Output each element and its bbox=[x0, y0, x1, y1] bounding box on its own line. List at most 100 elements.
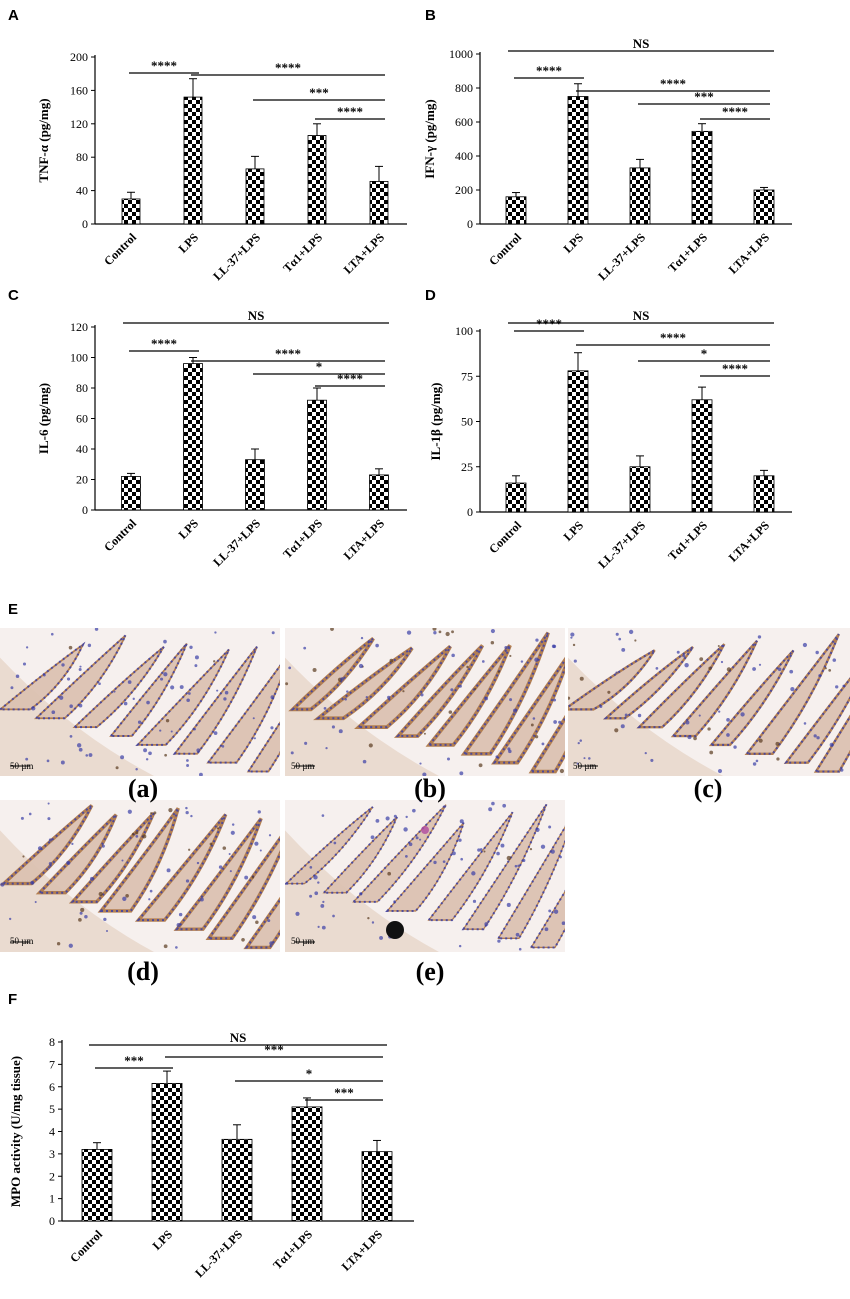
nucleus bbox=[708, 666, 712, 671]
significance-label: NS bbox=[248, 308, 265, 323]
villus-nuclei bbox=[356, 645, 452, 729]
nucleus bbox=[459, 819, 464, 824]
villus-nuclei bbox=[136, 813, 227, 922]
nucleus bbox=[187, 692, 191, 695]
nucleus bbox=[515, 932, 520, 937]
y-tick-label: 25 bbox=[461, 460, 473, 474]
bar bbox=[753, 475, 775, 513]
nucleus bbox=[699, 657, 704, 662]
nucleus bbox=[506, 902, 511, 908]
nucleus bbox=[438, 630, 442, 634]
nucleus bbox=[163, 639, 167, 644]
caption-d: (d) bbox=[127, 957, 159, 986]
bar bbox=[691, 130, 713, 225]
nucleus bbox=[362, 759, 367, 764]
nucleus bbox=[199, 772, 203, 776]
nucleus bbox=[733, 745, 737, 749]
significance-label: *** bbox=[264, 1042, 284, 1057]
nucleus bbox=[478, 763, 483, 768]
nucleus bbox=[131, 832, 135, 836]
nucleus bbox=[634, 639, 637, 642]
nucleus bbox=[30, 880, 35, 885]
nucleus bbox=[312, 667, 317, 672]
nucleus bbox=[570, 636, 573, 639]
nucleus bbox=[271, 631, 275, 635]
nucleus bbox=[422, 772, 427, 776]
nucleus bbox=[419, 800, 423, 803]
villus-nuclei bbox=[174, 817, 263, 931]
nucleus bbox=[25, 646, 29, 649]
nucleus bbox=[365, 696, 368, 699]
nucleus bbox=[149, 889, 153, 893]
nucleus bbox=[285, 682, 289, 686]
nucleus bbox=[451, 851, 456, 856]
villus-nuclei bbox=[568, 649, 656, 711]
bar bbox=[307, 135, 327, 225]
nucleus bbox=[137, 720, 142, 724]
submucosa bbox=[285, 657, 439, 776]
villus bbox=[460, 631, 550, 756]
nucleus bbox=[655, 667, 659, 670]
chart-mpo-activity: 0 1 2 3 4 5 6 7 8 MPO activity (U/mg tissue) Contr… bbox=[8, 1030, 414, 1280]
nucleus bbox=[624, 713, 628, 717]
category-label: LL-37+LPS bbox=[192, 1227, 245, 1280]
nucleus bbox=[221, 745, 225, 748]
bar bbox=[245, 459, 265, 511]
bar bbox=[629, 466, 651, 513]
nucleus bbox=[267, 919, 271, 923]
nucleus bbox=[135, 831, 139, 835]
nucleus bbox=[153, 811, 157, 815]
nucleus bbox=[113, 690, 116, 693]
nucleus bbox=[614, 728, 619, 733]
nucleus bbox=[69, 704, 73, 708]
bar bbox=[629, 167, 651, 225]
nucleus bbox=[490, 628, 495, 634]
nucleus bbox=[644, 751, 647, 755]
y-tick-label: 4 bbox=[49, 1125, 55, 1139]
nucleus bbox=[420, 693, 424, 697]
nucleus bbox=[231, 823, 235, 826]
nucleus bbox=[532, 717, 536, 720]
y-tick-label: 800 bbox=[455, 81, 473, 95]
nucleus bbox=[517, 864, 520, 868]
nucleus bbox=[127, 680, 132, 684]
nucleus bbox=[255, 920, 259, 925]
villus-nuclei bbox=[37, 814, 117, 894]
villus-nuclei bbox=[461, 803, 548, 931]
bar bbox=[505, 482, 527, 513]
villus-nuclei bbox=[427, 644, 512, 746]
nucleus bbox=[518, 947, 522, 951]
nucleus bbox=[618, 637, 622, 641]
significance-label: **** bbox=[337, 104, 363, 119]
nucleus bbox=[370, 835, 375, 840]
nucleus bbox=[47, 802, 50, 805]
histology-image-a bbox=[0, 628, 280, 776]
nucleus bbox=[579, 739, 582, 742]
villus-nuclei bbox=[784, 677, 850, 764]
villus-nuclei bbox=[290, 637, 375, 711]
nucleus bbox=[325, 747, 328, 750]
significance-label: **** bbox=[151, 58, 177, 73]
nucleus bbox=[304, 741, 308, 745]
nucleus bbox=[459, 771, 464, 776]
nucleus bbox=[103, 917, 107, 922]
nucleus bbox=[553, 698, 557, 702]
nucleus bbox=[502, 803, 507, 808]
nucleus bbox=[497, 939, 501, 943]
histology-content bbox=[0, 800, 280, 952]
nucleus bbox=[270, 726, 274, 730]
nucleus bbox=[303, 646, 307, 650]
nucleus bbox=[490, 640, 495, 645]
nucleus bbox=[230, 830, 235, 835]
nucleus bbox=[101, 844, 105, 848]
nucleus bbox=[160, 677, 164, 681]
nucleus bbox=[548, 909, 552, 913]
nucleus bbox=[615, 632, 619, 636]
bar bbox=[567, 96, 589, 225]
nucleus bbox=[222, 846, 227, 850]
nucleus bbox=[368, 743, 373, 748]
nucleus bbox=[530, 723, 534, 727]
nucleus bbox=[717, 644, 720, 648]
nucleus bbox=[720, 660, 724, 664]
panel-letter-e: E bbox=[8, 601, 18, 618]
